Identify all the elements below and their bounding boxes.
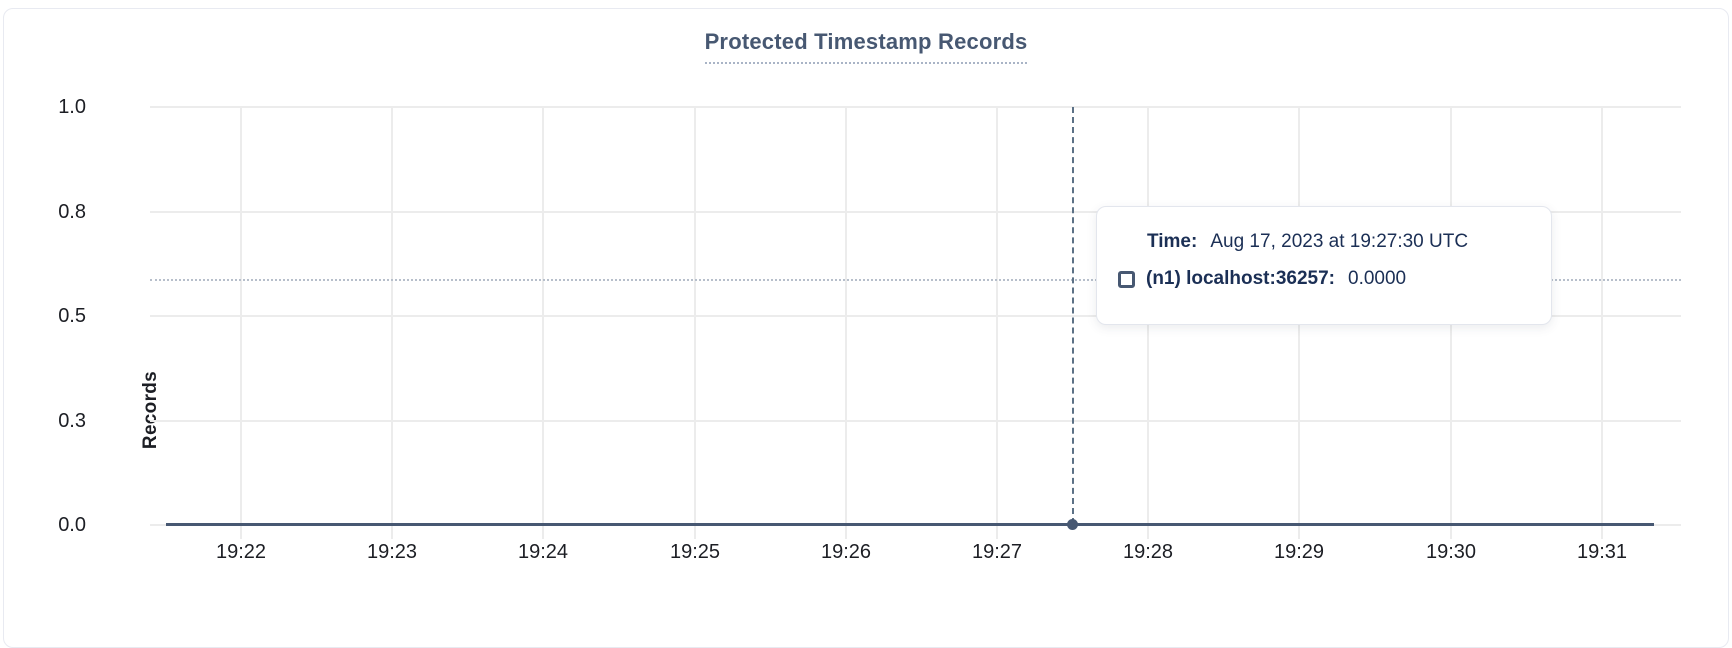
x-gridline — [845, 107, 847, 539]
x-tick-label: 19:26 — [820, 541, 872, 563]
hover-vertical-guide — [1072, 107, 1074, 524]
y-axis-title: Records — [140, 370, 161, 450]
x-tick-label: 19:29 — [1273, 541, 1325, 563]
chart-title[interactable]: Protected Timestamp Records — [704, 29, 1028, 64]
x-tick-label: 19:22 — [215, 541, 267, 563]
hover-horizontal-guide — [150, 279, 1681, 281]
tooltip-series-value: 0.0000 — [1348, 268, 1407, 289]
x-tick-label: 19:25 — [669, 541, 721, 563]
x-tick-label: 19:23 — [366, 541, 418, 563]
x-tick-label: 19:31 — [1576, 541, 1628, 563]
series-line — [166, 523, 1654, 526]
chart-header: Protected Timestamp Records — [4, 29, 1728, 64]
y-tick-label: 0.0 — [58, 514, 86, 536]
tooltip-time-value: Aug 17, 2023 at 19:27:30 UTC — [1210, 231, 1469, 252]
y-tick-label: 1.0 — [58, 96, 86, 118]
x-gridline — [996, 107, 998, 539]
x-tick-label: 19:27 — [971, 541, 1023, 563]
x-gridline — [391, 107, 393, 539]
x-gridline — [1601, 107, 1603, 539]
y-gridline — [150, 106, 1681, 108]
chart-card: Protected Timestamp Records Records 1.0 0… — [3, 8, 1729, 648]
chart-tooltip: Time: Aug 17, 2023 at 19:27:30 UTC (n1) l… — [1096, 206, 1552, 325]
y-tick-label: 0.5 — [58, 305, 86, 327]
x-gridline — [694, 107, 696, 539]
hover-data-point-dot — [1067, 519, 1078, 530]
y-gridline — [150, 420, 1681, 422]
tooltip-time-label: Time: — [1147, 231, 1198, 252]
x-tick-label: 19:30 — [1425, 541, 1477, 563]
x-tick-label: 19:28 — [1122, 541, 1174, 563]
y-tick-label: 0.3 — [58, 410, 86, 432]
x-gridline — [240, 107, 242, 539]
y-gridline — [150, 315, 1681, 317]
y-gridline — [150, 211, 1681, 213]
plot-area[interactable]: Records 1.0 0.8 0.5 0.3 0.0 19:22 19:23 19:24 19… — [58, 96, 1681, 563]
x-gridline — [542, 107, 544, 539]
tooltip-series-key: (n1) localhost:36257: — [1146, 268, 1335, 289]
y-tick-label: 0.8 — [58, 201, 86, 223]
x-tick-label: 19:24 — [517, 541, 569, 563]
tooltip-series-row: (n1) localhost:36257: 0.0000 — [1097, 268, 1551, 290]
tooltip-time-row: Time: Aug 17, 2023 at 19:27:30 UTC — [1097, 231, 1551, 253]
series-legend-checkbox-icon — [1118, 270, 1135, 288]
